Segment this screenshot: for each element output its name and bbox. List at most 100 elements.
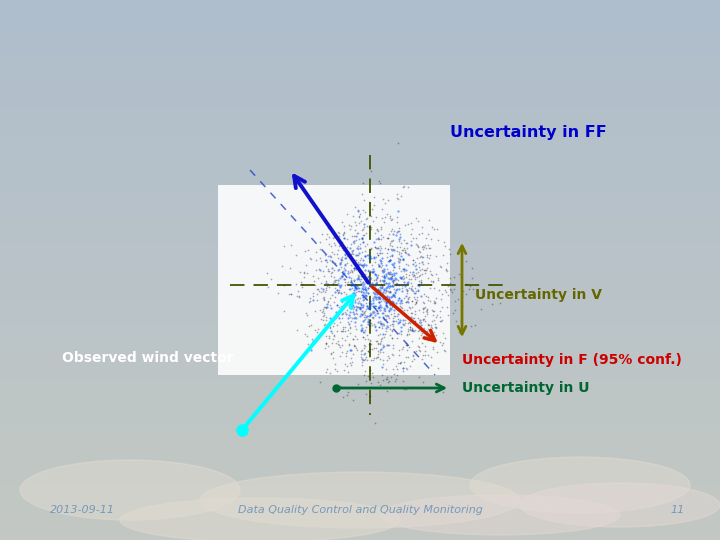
Point xyxy=(413,281,425,290)
Point xyxy=(327,278,338,287)
Point xyxy=(361,251,373,259)
Point xyxy=(362,303,374,312)
Point xyxy=(357,206,369,214)
Point xyxy=(416,229,428,238)
Point xyxy=(392,310,404,319)
Point xyxy=(410,298,422,306)
Point xyxy=(390,285,402,294)
Point xyxy=(351,309,363,318)
Text: 11: 11 xyxy=(671,505,685,515)
Point xyxy=(377,362,388,371)
Point xyxy=(404,317,415,326)
Point xyxy=(410,233,422,242)
Point xyxy=(393,294,405,302)
Point xyxy=(395,305,406,313)
Point xyxy=(356,284,368,293)
Point xyxy=(401,286,413,294)
Point xyxy=(346,357,357,366)
Point xyxy=(415,327,426,335)
Point xyxy=(413,346,425,355)
Point xyxy=(402,324,413,333)
Point xyxy=(382,249,393,258)
Point xyxy=(395,329,407,338)
Point xyxy=(383,314,395,323)
Point xyxy=(390,278,402,287)
Point xyxy=(379,306,390,314)
Point xyxy=(352,293,364,302)
Point xyxy=(418,332,429,341)
Point xyxy=(430,331,441,340)
Point xyxy=(344,312,356,321)
Point xyxy=(382,268,394,276)
Point xyxy=(456,293,468,302)
Ellipse shape xyxy=(120,498,400,540)
Point xyxy=(446,288,458,296)
Point xyxy=(415,276,427,285)
Point xyxy=(359,313,370,322)
Point xyxy=(356,347,367,356)
Point xyxy=(364,266,375,275)
Point xyxy=(383,341,395,350)
Point xyxy=(337,309,348,318)
Point xyxy=(372,307,383,315)
Point xyxy=(421,306,433,314)
Point xyxy=(387,269,398,278)
Point xyxy=(373,260,384,269)
Point xyxy=(383,288,395,296)
Point xyxy=(319,287,330,296)
Point xyxy=(382,280,394,288)
Point xyxy=(408,271,420,280)
Point xyxy=(355,326,366,334)
Point xyxy=(294,293,305,302)
Point xyxy=(374,242,386,251)
Point xyxy=(403,303,415,312)
Point xyxy=(362,284,374,292)
Point xyxy=(374,261,385,270)
Point xyxy=(336,243,348,252)
Point xyxy=(368,201,379,210)
Point xyxy=(387,317,399,326)
Point xyxy=(365,322,377,330)
Point xyxy=(374,293,386,302)
Point xyxy=(319,319,330,328)
Point xyxy=(362,276,374,285)
Point xyxy=(364,299,375,307)
Point xyxy=(365,167,377,176)
Point xyxy=(382,281,394,290)
Point xyxy=(336,272,347,280)
Point xyxy=(425,284,436,292)
Point xyxy=(397,272,409,280)
Point xyxy=(346,302,357,311)
Point xyxy=(382,233,394,242)
Point xyxy=(338,234,349,242)
Ellipse shape xyxy=(470,457,690,513)
Point xyxy=(395,322,406,331)
Point xyxy=(364,281,376,289)
Point xyxy=(374,295,386,304)
Point xyxy=(320,340,332,348)
Point xyxy=(421,326,433,335)
Point xyxy=(441,302,453,311)
Point xyxy=(324,252,336,260)
Point xyxy=(365,212,377,220)
Point xyxy=(386,280,397,289)
Point xyxy=(340,247,351,255)
Point xyxy=(347,396,359,404)
Point xyxy=(369,301,380,310)
Point xyxy=(355,279,366,287)
Point xyxy=(318,303,330,312)
Point xyxy=(394,248,405,256)
Point xyxy=(374,317,386,326)
Point xyxy=(356,301,367,309)
Point xyxy=(356,360,367,369)
Point xyxy=(412,341,423,350)
Point xyxy=(364,223,375,232)
Point xyxy=(323,283,334,292)
Point xyxy=(426,322,437,331)
Point xyxy=(327,234,338,242)
Point xyxy=(361,320,373,328)
Point xyxy=(352,206,364,215)
Point xyxy=(353,235,364,244)
Point xyxy=(272,289,284,298)
Point xyxy=(335,289,346,298)
